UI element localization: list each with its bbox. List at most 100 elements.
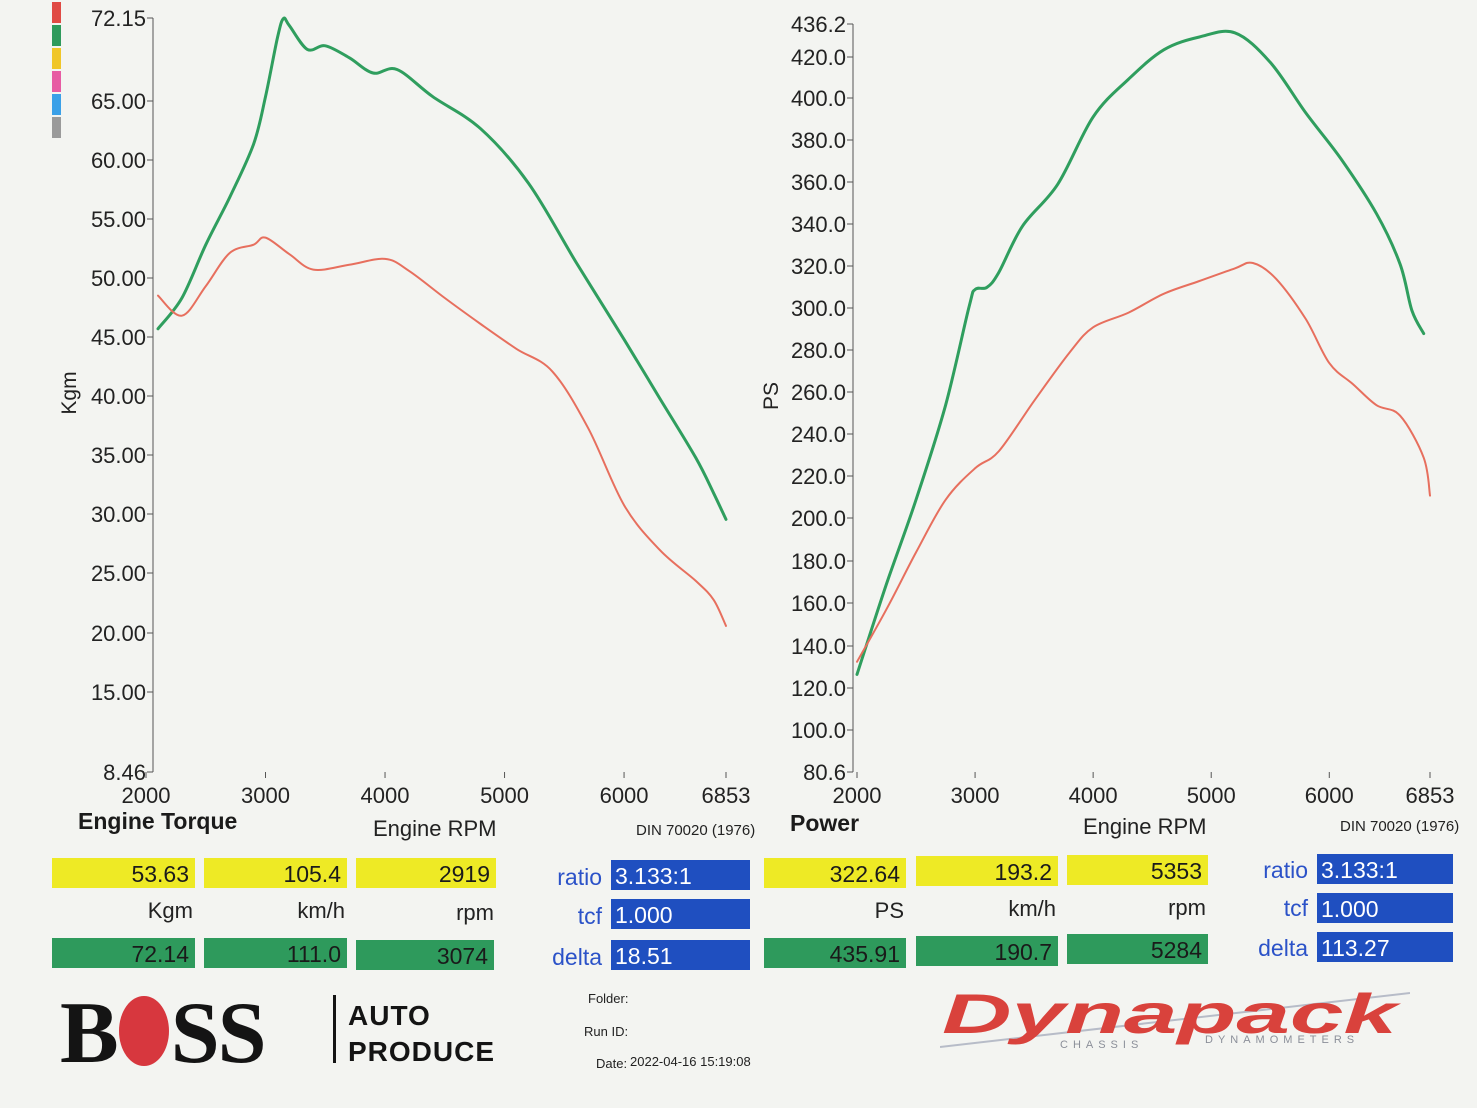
legend-swatch-red — [52, 2, 61, 23]
power-y-tick-label: 300.0 — [791, 296, 846, 321]
power-x-tick-label: 4000 — [1069, 783, 1118, 808]
legend-swatch-grey — [52, 117, 61, 138]
boss-logo-produce: PRODUCE — [348, 1036, 496, 1067]
dynapack-sub-right: DYNAMOMETERS — [1205, 1034, 1359, 1046]
power-series-green-line — [855, 29, 1426, 676]
torque-tcf-label: tcf — [577, 903, 602, 929]
power-y-tick-label: 200.0 — [791, 506, 846, 531]
power-y-tick-label: 240.0 — [791, 422, 846, 447]
power-x-tick-label: 6853 — [1406, 783, 1455, 808]
dynapack-logo-text: Dynapack — [942, 985, 1402, 1045]
power-y-tick-label: 340.0 — [791, 212, 846, 237]
torque-unit-kmh: km/h — [297, 898, 345, 923]
torque-readout-kgm: 53.63 — [52, 858, 195, 888]
torque-y-tick-label: 20.00 — [91, 621, 146, 646]
run-id-label: Run ID: — [584, 1024, 629, 1039]
power-standard: DIN 70020 (1976) — [1340, 818, 1460, 835]
power-y-tick-label: 260.0 — [791, 380, 846, 405]
torque-y-tick-label: 25.00 — [91, 561, 146, 586]
torque-x-tick-label: 5000 — [480, 783, 529, 808]
torque-peak-kgm: 72.14 — [52, 938, 195, 968]
torque-y-tick-label: 72.15 — [91, 6, 146, 31]
power-tcf-value: 1.000 — [1317, 893, 1453, 923]
date-label: Date: — [596, 1056, 628, 1071]
torque-readout-kmh: 105.4 — [204, 858, 347, 888]
torque-ratio-value: 3.133:1 — [611, 860, 750, 890]
power-y-tick-label: 180.0 — [791, 549, 846, 574]
torque-readout-rpm: 2919 — [356, 858, 496, 888]
legend-swatch-green — [52, 25, 61, 46]
power-y-tick-label: 400.0 — [791, 86, 846, 111]
power-panel-title: Power — [790, 810, 860, 836]
torque-ratio-label: ratio — [557, 864, 602, 890]
dynapack-logo: Dynapack CHASSIS DYNAMOMETERS — [940, 985, 1410, 1051]
torque-y-tick-label: 65.00 — [91, 89, 146, 114]
torque-unit-rpm: rpm — [456, 900, 494, 925]
power-y-tick-label: 160.0 — [791, 591, 846, 616]
torque-y-tick-label: 55.00 — [91, 207, 146, 232]
power-y-tick-label: 420.0 — [791, 45, 846, 70]
torque-y-tick-label: 8.46 — [103, 760, 146, 785]
power-y-tick-label: 320.0 — [791, 254, 846, 279]
torque-x-tick-label: 4000 — [361, 783, 410, 808]
boss-logo: B SS — [60, 985, 267, 1082]
torque-y-tick-label: 60.00 — [91, 148, 146, 173]
power-tcf-label: tcf — [1283, 895, 1308, 921]
torque-y-tick-label: 40.00 — [91, 384, 146, 409]
torque-y-tick-label: 15.00 — [91, 680, 146, 705]
power-peak-rpm: 5284 — [1067, 934, 1208, 964]
power-series-red-line — [856, 261, 1431, 663]
power-ratio-label: ratio — [1263, 857, 1308, 883]
power-unit-ps: PS — [874, 898, 904, 923]
torque-standard: DIN 70020 (1976) — [636, 822, 756, 839]
power-x-tick-label: 2000 — [833, 783, 882, 808]
torque-series-green-line — [156, 16, 728, 521]
power-peak-ps: 435.91 — [764, 938, 906, 968]
torque-x-tick-label: 6853 — [702, 783, 751, 808]
torque-peak-rpm: 3074 — [356, 940, 494, 970]
power-x-tick-label: 5000 — [1187, 783, 1236, 808]
power-y-tick-label: 100.0 — [791, 718, 846, 743]
torque-y-tick-label: 35.00 — [91, 443, 146, 468]
torque-tcf-value: 1.000 — [611, 899, 750, 929]
power-delta-value: 113.27 — [1317, 932, 1453, 962]
power-readout-ps: 322.64 — [764, 858, 906, 888]
torque-x-tick-label: 3000 — [241, 783, 290, 808]
torque-delta-value: 18.51 — [611, 940, 750, 970]
torque-x-tick-label: 6000 — [600, 783, 649, 808]
torque-x-tick-label: 2000 — [122, 783, 171, 808]
legend-swatch-pink — [52, 71, 61, 92]
legend-swatch-blue — [52, 94, 61, 115]
torque-series-red-line — [157, 236, 727, 627]
torque-y-tick-label: 45.00 — [91, 325, 146, 350]
torque-peak-kmh: 111.0 — [204, 938, 347, 968]
power-y-tick-label: 220.0 — [791, 464, 846, 489]
torque-panel-title: Engine Torque — [78, 808, 238, 834]
torque-y-tick-label: 50.00 — [91, 266, 146, 291]
power-x-axis-label: Engine RPM — [1083, 814, 1207, 839]
legend-swatch-yellow — [52, 48, 61, 69]
power-y-tick-label: 436.2 — [791, 12, 846, 37]
power-peak-kmh: 190.7 — [916, 936, 1058, 966]
power-y-tick-label: 280.0 — [791, 338, 846, 363]
power-readout-kmh: 193.2 — [916, 856, 1058, 886]
power-x-tick-label: 6000 — [1305, 783, 1354, 808]
power-y-axis-label: PS — [760, 382, 783, 410]
date-value: 2022-04-16 15:19:08 — [630, 1054, 751, 1069]
power-y-tick-label: 360.0 — [791, 170, 846, 195]
power-readout-rpm: 5353 — [1067, 855, 1208, 885]
power-unit-kmh: km/h — [1008, 896, 1056, 921]
power-delta-label: delta — [1258, 935, 1308, 961]
folder-label: Folder: — [588, 991, 629, 1006]
torque-y-tick-label: 30.00 — [91, 502, 146, 527]
torque-unit-kgm: Kgm — [147, 898, 193, 923]
boss-logo-auto: AUTO — [348, 1000, 431, 1031]
boss-logo-divider — [333, 995, 336, 1063]
dynapack-sub-left: CHASSIS — [1060, 1039, 1143, 1051]
power-x-tick-label: 3000 — [951, 783, 1000, 808]
power-ratio-value: 3.133:1 — [1317, 854, 1453, 884]
power-y-tick-label: 120.0 — [791, 676, 846, 701]
torque-y-axis-label: Kgm — [58, 371, 81, 414]
torque-delta-label: delta — [552, 944, 602, 970]
